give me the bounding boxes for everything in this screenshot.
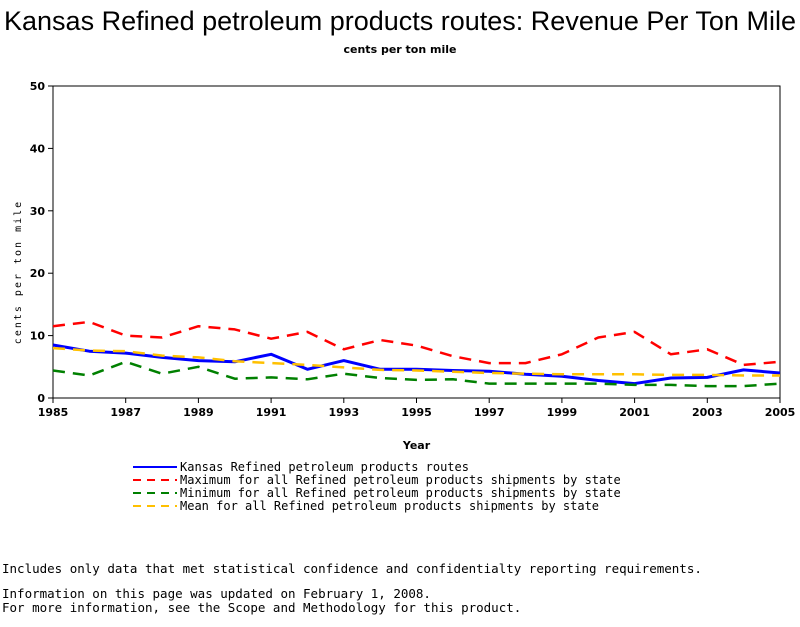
y-tick-label: 20 <box>30 267 46 280</box>
y-tick-label: 50 <box>30 80 46 93</box>
x-tick-label: 1995 <box>401 406 432 419</box>
legend-label-4: Mean for all Refined petroleum products … <box>180 499 599 513</box>
y-axis-label: cents per ton mile <box>13 200 24 344</box>
line-chart: 1985 1987 1989 1991 1993 1995 1997 1999 2001 2003… <box>13 80 796 513</box>
x-tick-label: 1989 <box>183 406 214 419</box>
y-tick-label: 10 <box>30 330 46 343</box>
update-notice: Information on this page was updated on … <box>2 586 431 601</box>
x-tick-label: 1987 <box>110 406 141 419</box>
x-tick-label: 2005 <box>765 406 796 419</box>
footnote-line: Includes only data that met statistical … <box>2 561 702 576</box>
legend-label-3: Minimum for all Refined petroleum produc… <box>180 486 621 500</box>
x-tick-label: 2001 <box>619 406 650 419</box>
x-tick-label: 1997 <box>474 406 505 419</box>
y-tick-label: 30 <box>30 205 46 218</box>
x-tick-label: 1993 <box>328 406 359 419</box>
x-axis-label: Year <box>402 439 431 452</box>
legend-label-2: Maximum for all Refined petroleum produc… <box>180 473 621 487</box>
series-line-4 <box>52 346 780 377</box>
footnote-line: For more information, see the Scope and … <box>2 600 522 615</box>
y-tick-label: 40 <box>30 142 46 155</box>
series-line-1 <box>52 343 781 386</box>
legend-label-1: Kansas Refined petroleum products routes <box>180 460 469 474</box>
plot-area-frame <box>52 85 781 399</box>
series-line-2 <box>52 320 781 367</box>
x-tick-label: 1985 <box>38 406 69 419</box>
x-tick-label: 2003 <box>692 406 723 419</box>
x-tick-label: 1991 <box>256 406 287 419</box>
series-line-3 <box>52 360 781 388</box>
footnotes: Includes only data that met statistical … <box>2 536 702 627</box>
chart-subtitle: cents per ton mile <box>343 43 457 56</box>
y-tick-label: 0 <box>37 392 45 405</box>
x-tick-label: 1999 <box>547 406 578 419</box>
chart-title: Kansas Refined petroleum products routes… <box>4 6 796 36</box>
